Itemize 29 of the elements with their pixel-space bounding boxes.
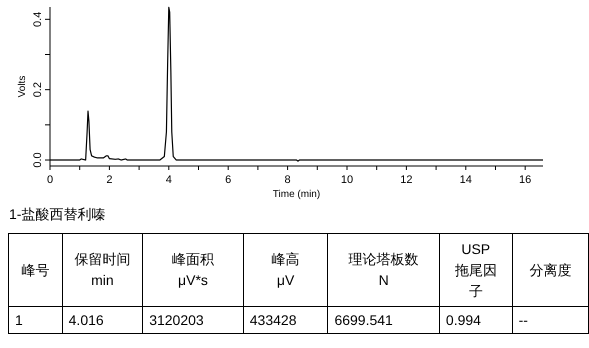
x-tick-label: 2	[106, 174, 112, 186]
x-tick-label: 4	[166, 174, 172, 186]
x-tick-label: 12	[400, 174, 413, 186]
y-tick-label: 0.2	[32, 82, 44, 98]
text: 6699.541	[328, 306, 440, 334]
text: 理论塔板数 N	[328, 234, 440, 306]
text: 1	[8, 306, 62, 334]
text: USP 拖尾因子	[439, 234, 512, 306]
text: --	[512, 306, 588, 334]
text: 峰高 μV	[243, 234, 328, 306]
text: 3120203	[142, 306, 244, 334]
text: 峰号	[8, 234, 62, 306]
x-tick-label: 14	[460, 174, 472, 186]
y-tick-label: 0.0	[32, 152, 44, 168]
x-tick-label: 8	[284, 174, 291, 186]
text: 0.994	[439, 306, 512, 334]
text: 433428	[243, 306, 328, 334]
x-tick-label: 16	[519, 174, 532, 186]
y-tick-label: 0.4	[32, 12, 44, 27]
y-axis-title: Volts	[17, 76, 28, 98]
x-tick-label: 6	[225, 174, 232, 186]
text: 分离度	[512, 234, 588, 306]
x-axis-title: Time (min)	[272, 189, 320, 200]
x-tick-label: 0	[46, 174, 54, 186]
text: 峰面积 μV*s	[142, 234, 244, 306]
text: 4.016	[62, 306, 143, 334]
x-tick-label: 10	[340, 174, 354, 186]
text: 保留时间 min	[62, 234, 143, 306]
text: 1-盐酸西替利嗪	[9, 206, 106, 224]
